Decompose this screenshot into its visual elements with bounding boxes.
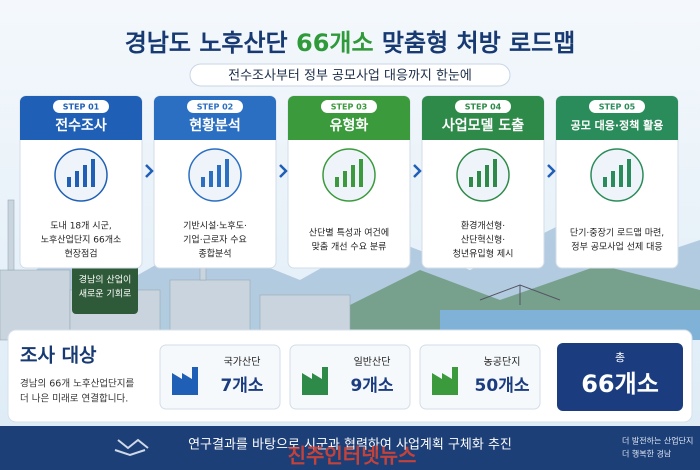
target-desc: 더 나은 미래로 연결합니다.	[20, 394, 128, 405]
title-text: 경남도 노후산단	[125, 29, 288, 57]
step-title: 유형화	[330, 117, 369, 134]
target-items: 국가산단 7개소 일반산단 9개소 농공단지 50개소	[159, 344, 541, 410]
watermark: 진주인터넷뉴스	[288, 444, 417, 468]
footer-slogan: 더 발전하는 산업단지	[622, 436, 693, 446]
step-arrow	[279, 164, 288, 178]
step-desc: 맞춤 개선 수요 분류	[312, 241, 387, 253]
step-pill	[321, 100, 377, 113]
total-label: 총	[615, 351, 625, 364]
step-header	[288, 96, 410, 140]
step-pill	[53, 100, 109, 113]
step-icon-detail	[201, 159, 229, 187]
step-pill	[187, 100, 243, 113]
step-arrow	[413, 164, 422, 178]
step-desc: 종합분석	[198, 249, 231, 260]
bridge	[479, 284, 561, 305]
footer-text: 연구결과를 바탕으로 시군과 협력하여 사업계획 구체화 추진	[188, 438, 512, 453]
step-number: STEP 01	[63, 103, 100, 112]
step-title: 현황분석	[189, 117, 241, 134]
target-icon	[302, 367, 328, 395]
step-icon	[54, 148, 108, 202]
target-name: 농공단지	[484, 356, 521, 368]
step-desc: 노후산업단지 66개소	[41, 235, 122, 246]
sign-text: 경남의 산업이	[79, 274, 132, 286]
step-title: 사업모델 도출	[442, 117, 524, 134]
step-title: 전수조사	[55, 117, 107, 134]
step-number: STEP 02	[197, 103, 233, 112]
step-icon-detail	[603, 159, 631, 187]
title: 경남도 노후산단 66개소 맞춤형 처방 로드맵	[125, 29, 576, 57]
target-count: 9개소	[350, 376, 393, 396]
step-pill	[589, 100, 645, 113]
target-count: 50개소	[475, 376, 530, 396]
step-icon-detail	[469, 159, 497, 187]
sign-text: 새로운 기회로	[79, 289, 132, 300]
subtitle: 전수조사부터 정부 공모사업 대응까지 한눈에	[228, 69, 472, 84]
step-header	[154, 96, 276, 140]
step-desc: 기업·근로자 수요	[183, 235, 247, 246]
step-icon-detail	[67, 159, 95, 187]
target-name: 일반산단	[354, 356, 391, 368]
target-icon	[432, 367, 458, 395]
step-arrow	[145, 164, 154, 178]
step-desc: 도내 18개 시군,	[50, 221, 111, 232]
step-icon	[322, 148, 376, 202]
step-desc: 환경개선형·	[461, 220, 505, 232]
footer-band	[0, 426, 700, 470]
step-pill	[455, 100, 511, 113]
step-title: 공모 대응·정책 활용	[571, 118, 664, 132]
step-icon	[456, 148, 510, 202]
step-desc: 산단별 특성과 여건에	[309, 227, 389, 239]
step-icon	[590, 148, 644, 202]
step-icon	[188, 148, 242, 202]
step-icon-detail	[335, 159, 363, 187]
step-desc: 기반시설·노후도·	[183, 221, 247, 232]
step-header	[422, 96, 544, 140]
step-header	[20, 96, 142, 140]
step-number: STEP 03	[331, 103, 367, 112]
step-desc: 현장점검	[64, 248, 97, 260]
target-desc: 경남의 66개 노후산업단지를	[20, 378, 135, 390]
handshake-icon	[114, 438, 149, 457]
total-value: 66개소	[581, 370, 659, 398]
title-text: 맞춤형 처방 로드맵	[382, 29, 575, 57]
footer-slogan: 더 행복한 경남	[622, 449, 672, 459]
step-desc: 청년유입형 제시	[453, 248, 514, 260]
step-number: STEP 04	[465, 103, 502, 112]
title-highlight: 66개소	[296, 29, 374, 57]
total-box	[557, 343, 683, 411]
step-header	[556, 96, 678, 140]
step-desc: 정부 공모사업 선제 대응	[571, 242, 662, 253]
step-arrow	[547, 164, 556, 178]
target-icon	[172, 367, 198, 395]
target-count: 7개소	[220, 376, 263, 396]
target-title: 조사 대상	[20, 345, 97, 367]
step-desc: 단기·중장기 로드맵 마련,	[570, 227, 664, 239]
step-desc: 산단혁신형·	[461, 235, 505, 246]
target-name: 국가산단	[224, 356, 261, 368]
subtitle-pill	[189, 63, 511, 87]
sign-board	[72, 262, 138, 314]
step-number: STEP 05	[599, 103, 636, 112]
